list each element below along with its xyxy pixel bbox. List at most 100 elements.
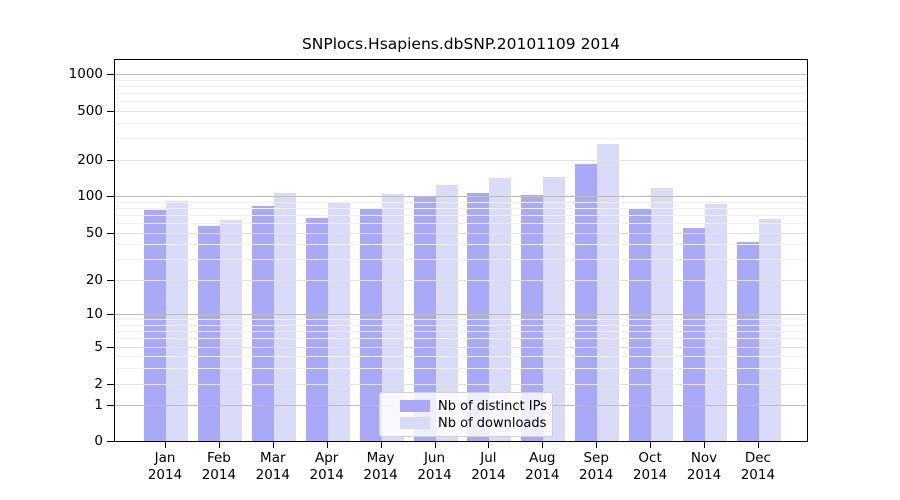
- gridline-major: [115, 74, 807, 76]
- bar-downloads-apr: [327, 201, 350, 441]
- bar-ips-jan: [144, 210, 166, 441]
- x-tick: [326, 442, 328, 448]
- y-tick: [107, 196, 114, 198]
- bar-ips-sep: [575, 163, 598, 441]
- x-tick-label: Apr 2014: [292, 450, 362, 484]
- gridline-minor: [115, 223, 807, 225]
- x-tick-label: Jul 2014: [453, 450, 523, 484]
- x-tick-label-line: Jun: [423, 450, 446, 466]
- x-tick-label: Jan 2014: [130, 450, 200, 484]
- x-tick-label-line: 2014: [740, 467, 776, 483]
- bar-ips-oct: [629, 207, 652, 441]
- legend-item-distinct-ips: Nb of distinct IPs: [400, 398, 547, 414]
- x-tick-label-line: 2014: [309, 467, 344, 483]
- x-tick: [218, 442, 220, 448]
- gridline-minor: [115, 215, 807, 217]
- gridline-minor: [115, 208, 807, 210]
- x-tick: [704, 442, 705, 448]
- bar-downloads-sep: [597, 143, 620, 441]
- gridline-minor: [115, 86, 807, 87]
- bar-ips-feb: [197, 225, 220, 441]
- bar-ips-nov: [683, 227, 705, 441]
- y-tick-label: 500: [77, 102, 103, 119]
- x-tick-label-line: Oct: [638, 450, 662, 466]
- x-tick: [650, 442, 652, 448]
- x-tick-label: Oct 2014: [615, 450, 685, 484]
- bar-downloads-jan: [166, 200, 188, 441]
- y-tick-label: 10: [85, 306, 103, 323]
- y-tick: [107, 405, 114, 407]
- gridline: [115, 159, 807, 161]
- bar-ips-dec: [736, 241, 759, 441]
- x-tick-label-line: Dec: [744, 450, 771, 466]
- gridline-minor: [115, 201, 807, 203]
- x-tick-label-line: 2014: [686, 467, 722, 483]
- gridline-minor: [115, 93, 807, 95]
- x-tick-label-line: 2014: [417, 467, 452, 483]
- x-tick: [488, 442, 490, 448]
- x-tick-label-line: 2014: [579, 467, 614, 483]
- legend-item-downloads: Nb of downloads: [400, 415, 547, 431]
- bar-downloads-feb: [219, 219, 242, 441]
- legend-swatch-distinct-ips: [400, 400, 430, 412]
- x-tick-label: May 2014: [346, 450, 416, 484]
- gridline-minor: [115, 79, 807, 81]
- x-tick-label-line: Jan: [154, 450, 176, 466]
- legend-swatch-downloads: [400, 417, 430, 429]
- bar-ips-jul: [467, 193, 490, 441]
- y-tick: [107, 314, 114, 316]
- x-tick: [272, 442, 274, 448]
- gridline-minor: [115, 101, 807, 103]
- y-tick: [107, 74, 114, 76]
- y-tick-label: 200: [77, 151, 103, 168]
- bar-downloads-mar: [273, 192, 296, 441]
- y-tick-label: 2: [94, 375, 103, 392]
- x-tick-label: Feb 2014: [184, 450, 254, 484]
- legend: Nb of distinct IPs Nb of downloads: [379, 392, 553, 437]
- x-tick-label-line: Feb: [206, 450, 231, 466]
- bar-downloads-oct: [651, 187, 674, 441]
- y-tick: [107, 232, 114, 234]
- y-tick: [107, 346, 114, 348]
- bar-ips-aug: [521, 194, 544, 441]
- gridline-major: [115, 196, 807, 198]
- y-tick-label: 100: [77, 188, 103, 205]
- legend-label-downloads: Nb of downloads: [438, 415, 547, 431]
- x-tick-label: Sep 2014: [561, 450, 631, 484]
- gridline-minor: [115, 138, 807, 140]
- y-tick: [107, 383, 114, 385]
- x-tick: [165, 442, 166, 448]
- x-tick-label-line: 2014: [471, 467, 506, 483]
- y-tick: [107, 110, 114, 112]
- gridline-minor: [115, 122, 807, 124]
- y-tick-label: 5: [94, 338, 103, 355]
- x-tick-label: Mar 2014: [238, 450, 308, 484]
- x-tick-label: Aug 2014: [507, 450, 577, 484]
- plot-area: [114, 59, 808, 442]
- x-tick-label-line: Jul: [480, 450, 497, 466]
- y-tick: [107, 441, 114, 442]
- x-tick-label-line: Apr: [315, 450, 339, 466]
- chart-title: SNPlocs.Hsapiens.dbSNP.20101109 2014: [301, 35, 621, 53]
- x-tick: [596, 442, 598, 448]
- bar-downloads-jun: [435, 184, 458, 441]
- x-tick: [380, 442, 382, 448]
- x-tick-label-line: 2014: [147, 467, 183, 483]
- bar-downloads-aug: [543, 176, 566, 441]
- bar-ips-apr: [305, 218, 328, 441]
- x-tick: [434, 442, 436, 448]
- x-tick-label-line: 2014: [255, 467, 290, 483]
- y-tick-label: 1000: [68, 66, 103, 83]
- x-tick-label: Jun 2014: [400, 450, 470, 484]
- legend-label-distinct-ips: Nb of distinct IPs: [438, 398, 547, 414]
- x-tick-label: Nov 2014: [669, 450, 739, 484]
- bar-downloads-jul: [489, 178, 512, 441]
- x-tick: [542, 442, 544, 448]
- y-tick-label: 20: [85, 271, 103, 288]
- bar-downloads-may: [381, 193, 404, 441]
- x-tick-label-line: Aug: [529, 450, 556, 466]
- y-tick-label: 0: [94, 433, 103, 449]
- bar-ips-mar: [251, 206, 274, 441]
- x-tick-label: Dec 2014: [723, 450, 793, 484]
